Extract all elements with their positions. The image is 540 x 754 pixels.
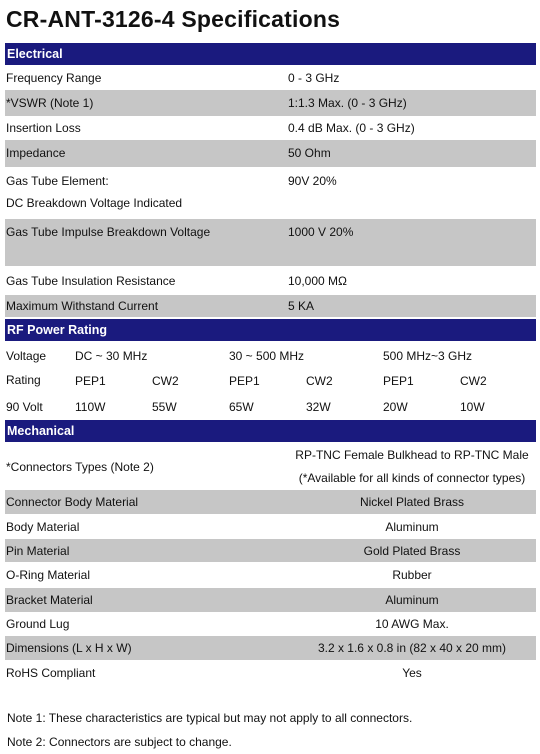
spec-row-o-ring-material: O-Ring Material Rubber — [5, 563, 536, 587]
spec-value: RP-TNC Female Bulkhead to RP-TNC Male — [295, 448, 529, 462]
spec-label-secondary: DC Breakdown Voltage Indicated — [6, 196, 183, 210]
rf-cell: 55W — [152, 400, 177, 414]
spec-value: 0.4 dB Max. (0 - 3 GHz) — [288, 121, 415, 135]
spec-label: Connector Body Material — [6, 495, 139, 509]
spec-row-bracket-material: Bracket Material Aluminum — [5, 588, 536, 612]
footnote-1: Note 1: These characteristics are typica… — [7, 711, 413, 725]
section-header-mechanical: Mechanical — [5, 420, 536, 442]
rf-cell: 110W — [75, 400, 106, 414]
spec-value: 3.2 x 1.6 x 0.8 in (82 x 40 x 20 mm) — [317, 641, 507, 655]
spec-value: 90V 20% — [288, 174, 337, 188]
spec-row-vswr: *VSWR (Note 1) 1:1.3 Max. (0 - 3 GHz) — [5, 90, 536, 116]
rf-cell: CW2 — [152, 374, 179, 388]
spec-row-ground-lug: Ground Lug 10 AWG Max. — [5, 613, 536, 635]
spec-label: Gas Tube Element: — [6, 174, 109, 188]
spec-row-frequency-range: Frequency Range 0 - 3 GHz — [5, 67, 536, 89]
spec-value: 5 KA — [288, 299, 315, 313]
rf-cell: 10W — [460, 400, 485, 414]
spec-value: 10 AWG Max. — [375, 617, 449, 631]
rf-cell: CW2 — [306, 374, 333, 388]
spec-row-impulse-breakdown: Gas Tube Impulse Breakdown Voltage 1000 … — [5, 219, 536, 266]
spec-value: 1000 V 20% — [288, 225, 354, 239]
rf-cell: PEP1 — [229, 374, 260, 388]
spec-row-insulation-resistance: Gas Tube Insulation Resistance 10,000 MΩ — [5, 267, 536, 294]
rf-cell: 20W — [383, 400, 408, 414]
spec-label: *VSWR (Note 1) — [6, 96, 94, 110]
spec-label: Impedance — [6, 146, 66, 160]
spec-value: Rubber — [392, 568, 432, 582]
section-header-electrical: Electrical — [5, 43, 536, 65]
spec-row-pin-material: Pin Material Gold Plated Brass — [5, 539, 536, 562]
spec-value: Gold Plated Brass — [363, 544, 461, 558]
spec-label: *Connectors Types (Note 2) — [6, 460, 154, 474]
spec-value: Nickel Plated Brass — [359, 495, 465, 509]
rf-row-90-volt: 90 Volt 110W 55W 65W 32W 20W 10W — [5, 393, 536, 417]
spec-value: 1:1.3 Max. (0 - 3 GHz) — [288, 96, 407, 110]
spec-row-dimensions: Dimensions (L x H x W) 3.2 x 1.6 x 0.8 i… — [5, 636, 536, 660]
footnote-2: Note 2: Connectors are subject to change… — [7, 735, 232, 749]
rf-cell: Voltage — [6, 349, 47, 363]
spec-value-secondary: (*Available for all kinds of connector t… — [298, 471, 526, 485]
rf-cell: DC ~ 30 MHz — [75, 349, 148, 363]
rf-cell: 32W — [306, 400, 331, 414]
spec-row-impedance: Impedance 50 Ohm — [5, 140, 536, 167]
section-header-rf-power: RF Power Rating — [5, 319, 536, 341]
spec-value: Yes — [402, 666, 422, 680]
spec-row-withstand-current: Maximum Withstand Current 5 KA — [5, 295, 536, 317]
rf-cell: PEP1 — [383, 374, 414, 388]
rf-cell: PEP1 — [75, 374, 106, 388]
rf-cell: 65W — [229, 400, 254, 414]
rf-cell: Rating — [6, 373, 41, 387]
spec-row-rohs-compliant: RoHS Compliant Yes — [5, 661, 536, 685]
spec-row-connector-body-material: Connector Body Material Nickel Plated Br… — [5, 490, 536, 514]
spec-value: Aluminum — [385, 593, 439, 607]
rf-row-voltage: Voltage DC ~ 30 MHz 30 ~ 500 MHz 500 MHz… — [5, 343, 536, 367]
spec-label: Insertion Loss — [6, 121, 81, 135]
spec-row-body-material: Body Material Aluminum — [5, 515, 536, 538]
spec-row-connectors: *Connectors Types (Note 2) RP-TNC Female… — [5, 444, 536, 489]
spec-label: Body Material — [6, 520, 80, 534]
spec-label: Ground Lug — [6, 617, 70, 631]
spec-label: Pin Material — [6, 544, 70, 558]
spec-label: Dimensions (L x H x W) — [6, 641, 132, 655]
spec-label: Gas Tube Insulation Resistance — [6, 274, 176, 288]
rf-cell: 90 Volt — [6, 400, 43, 414]
spec-label: Gas Tube Impulse Breakdown Voltage — [6, 225, 211, 239]
spec-value: 0 - 3 GHz — [288, 71, 340, 85]
spec-label: Maximum Withstand Current — [6, 299, 159, 313]
rf-cell: CW2 — [460, 374, 487, 388]
spec-row-gas-tube-element: Gas Tube Element: DC Breakdown Voltage I… — [5, 168, 536, 218]
page-title: CR-ANT-3126-4 Specifications — [6, 6, 341, 32]
spec-value: 10,000 MΩ — [288, 274, 348, 288]
spec-label: RoHS Compliant — [6, 666, 96, 680]
rf-cell: 500 MHz~3 GHz — [383, 349, 473, 363]
spec-label: O-Ring Material — [6, 568, 91, 582]
spec-row-insertion-loss: Insertion Loss 0.4 dB Max. (0 - 3 GHz) — [5, 117, 536, 139]
spec-label: Bracket Material — [6, 593, 93, 607]
spec-label: Frequency Range — [6, 71, 102, 85]
rf-cell: 30 ~ 500 MHz — [229, 349, 305, 363]
spec-value: Aluminum — [385, 520, 439, 534]
rf-row-rating: Rating PEP1 CW2 PEP1 CW2 PEP1 CW2 — [5, 368, 536, 392]
spec-value: 50 Ohm — [288, 146, 331, 160]
